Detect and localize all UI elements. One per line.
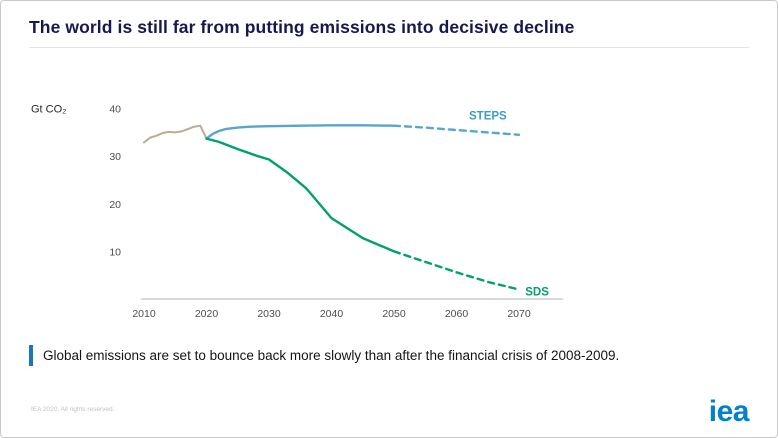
x-tick-label: 2010 xyxy=(132,308,156,320)
takeaway-accent-bar xyxy=(29,345,33,366)
copyright-notice: IEA 2020. All rights reserved. xyxy=(31,406,115,413)
takeaway-text: Global emissions are set to bounce back … xyxy=(43,348,620,363)
series-sds-projection xyxy=(392,250,521,291)
y-tick-label: 20 xyxy=(109,199,121,211)
x-tick-label: 2030 xyxy=(257,308,281,320)
takeaway: Global emissions are set to bounce back … xyxy=(29,345,749,366)
x-tick-label: 2060 xyxy=(445,308,469,320)
series-label-steps: STEPS xyxy=(469,110,507,122)
series-steps xyxy=(205,124,396,140)
y-tick-label: 30 xyxy=(109,151,121,163)
x-tick-label: 2020 xyxy=(195,308,219,320)
iea-logo: iea xyxy=(708,395,750,428)
series-historical-emissions xyxy=(143,124,208,144)
series-steps-projection xyxy=(392,124,521,136)
y-tick-label: 10 xyxy=(109,246,121,258)
page-title: The world is still far from putting emis… xyxy=(29,17,575,37)
chart-area: 2010 2020 2030 2040 2050 2060 2070 10 20 30 40 Gt C… xyxy=(1,89,777,339)
x-tick-label: 2070 xyxy=(507,308,531,320)
x-tick-label: 2040 xyxy=(320,308,344,320)
series-label-sds: SDS xyxy=(525,286,549,298)
slide-header: The world is still far from putting emis… xyxy=(29,17,749,48)
y-tick-label: 40 xyxy=(109,104,121,116)
x-tick-label: 2050 xyxy=(382,308,406,320)
series-sds xyxy=(205,137,396,253)
y-axis-unit-label: Gt CO₂ xyxy=(31,104,66,116)
